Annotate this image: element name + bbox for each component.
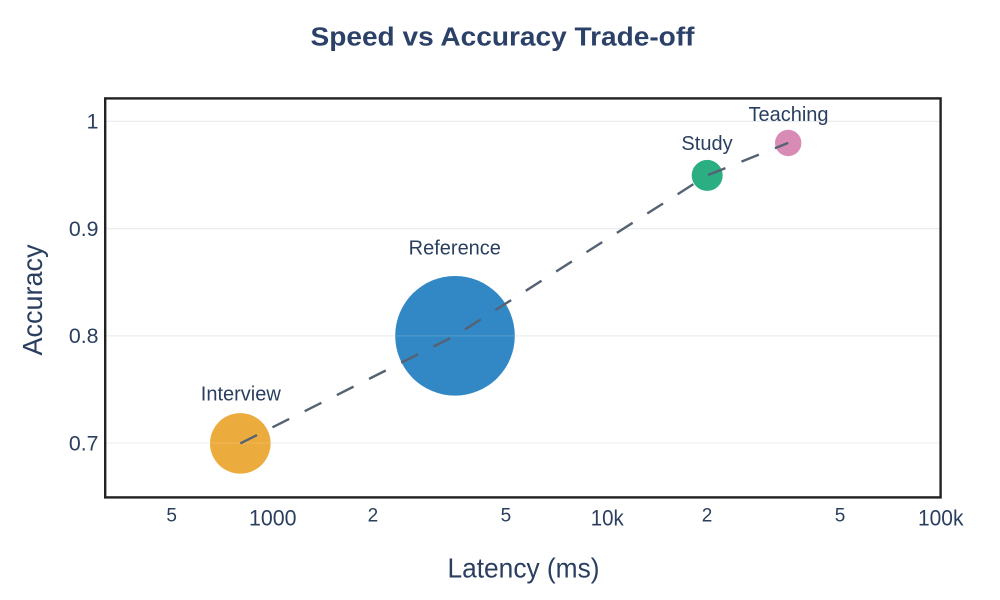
- svg-text:10k: 10k: [591, 505, 625, 530]
- svg-text:Reference: Reference: [409, 238, 501, 260]
- svg-text:Speed vs Accuracy Trade-off: Speed vs Accuracy Trade-off: [311, 24, 696, 52]
- svg-text:5: 5: [835, 506, 846, 527]
- svg-text:5: 5: [166, 506, 177, 527]
- svg-text:1000: 1000: [249, 505, 297, 530]
- svg-text:2: 2: [368, 506, 379, 527]
- svg-text:Interview: Interview: [201, 383, 282, 405]
- svg-text:5: 5: [501, 506, 512, 527]
- svg-text:0.9: 0.9: [69, 217, 99, 241]
- svg-text:Study: Study: [681, 133, 732, 155]
- svg-text:0.8: 0.8: [69, 324, 99, 348]
- svg-text:1: 1: [87, 110, 99, 134]
- svg-text:0.7: 0.7: [69, 431, 99, 455]
- svg-text:2: 2: [702, 506, 713, 527]
- svg-text:Teaching: Teaching: [748, 104, 828, 126]
- svg-text:Accuracy: Accuracy: [17, 245, 48, 356]
- svg-text:100k: 100k: [918, 505, 964, 530]
- svg-text:Latency (ms): Latency (ms): [448, 553, 600, 584]
